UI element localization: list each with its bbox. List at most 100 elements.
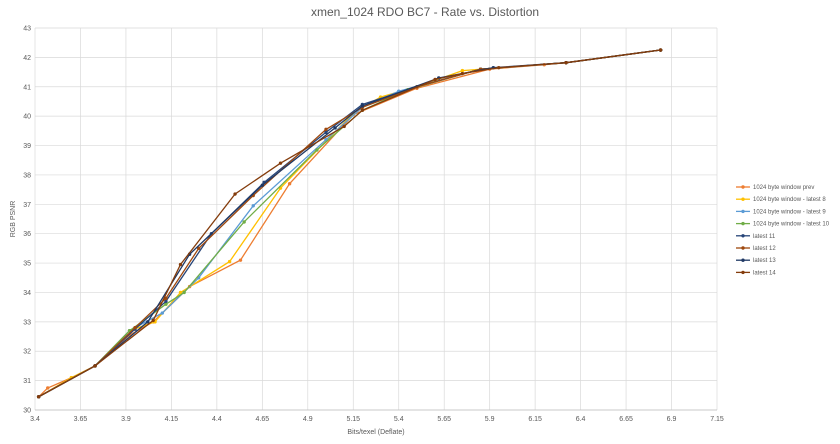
y-tick-label: 31 — [23, 378, 31, 385]
y-tick-label: 43 — [23, 26, 31, 33]
data-point — [93, 364, 97, 368]
chart-title: xmen_1024 RDO BC7 - Rate vs. Distortion — [311, 5, 539, 19]
x-axis-title: Bits/texel (Deflate) — [347, 429, 404, 436]
data-point — [315, 148, 319, 152]
legend-label: 1024 byte window - latest 9 — [753, 209, 826, 215]
series-line — [38, 49, 661, 398]
x-tick-label: 7.15 — [710, 416, 724, 423]
series-7 — [36, 48, 663, 399]
data-point — [233, 192, 237, 196]
legend-label: latest 14 — [753, 270, 776, 276]
legend-marker — [741, 270, 745, 275]
data-point — [227, 259, 232, 264]
series-2 — [36, 48, 663, 399]
legend-item: latest 11 — [736, 234, 776, 240]
x-tick-label: 5.9 — [485, 416, 495, 423]
data-point — [260, 183, 265, 187]
legend-marker — [741, 197, 745, 201]
data-point — [196, 246, 201, 251]
series-layer — [36, 48, 663, 399]
data-point — [278, 161, 283, 165]
y-tick-label: 36 — [23, 231, 31, 238]
data-point — [360, 104, 365, 108]
y-tick-label: 42 — [23, 55, 31, 62]
x-tick-label: 4.65 — [256, 416, 270, 423]
legend-marker — [741, 185, 745, 189]
y-tick-label: 33 — [23, 319, 31, 326]
legend-item: latest 13 — [736, 258, 776, 264]
data-point — [324, 127, 328, 132]
data-point — [164, 299, 168, 303]
data-point — [182, 290, 186, 295]
legend: 1024 byte window prev 1024 byte window - … — [736, 185, 830, 276]
y-tick-label: 41 — [23, 84, 31, 91]
data-point — [360, 108, 365, 112]
legend-marker — [741, 258, 745, 262]
y-tick-label: 32 — [23, 349, 31, 356]
x-tick-label: 5.15 — [346, 416, 360, 423]
legend-label: 1024 byte window - latest 10 — [753, 222, 830, 228]
data-point — [287, 182, 292, 186]
x-tick-label: 3.9 — [121, 416, 131, 423]
data-point — [36, 395, 41, 399]
data-point — [497, 65, 501, 70]
legend-label: latest 12 — [753, 246, 776, 252]
legend-item: 1024 byte window prev — [736, 185, 814, 191]
data-point — [238, 258, 243, 262]
legend-item: 1024 byte window - latest 9 — [736, 209, 826, 215]
legend-marker — [741, 209, 745, 214]
data-point — [251, 204, 255, 208]
data-point — [151, 318, 155, 323]
data-point — [146, 320, 150, 324]
legend-marker — [741, 221, 745, 226]
legend-marker — [741, 246, 745, 250]
legend-item: latest 12 — [736, 246, 776, 252]
data-point — [160, 311, 165, 315]
legend-item: 1024 byte window - latest 10 — [736, 222, 830, 228]
data-point — [564, 60, 568, 65]
series-6 — [36, 48, 663, 399]
x-tick-label: 6.65 — [619, 416, 633, 423]
y-tick-label: 40 — [23, 114, 31, 121]
y-tick-label: 38 — [23, 172, 31, 179]
legend-item: latest 14 — [736, 270, 776, 276]
data-point — [460, 71, 465, 76]
grid — [34, 27, 718, 411]
series-line — [38, 49, 661, 398]
legend-label: 1024 byte window prev — [753, 185, 814, 191]
data-point — [333, 126, 337, 130]
x-tick-label: 4.15 — [165, 416, 179, 423]
series-line — [38, 49, 661, 398]
x-tick-label: 6.15 — [528, 416, 542, 423]
y-axis-ticks: 30 31 32 33 34 35 36 37 38 39 40 41 42 43 — [23, 26, 31, 415]
series-8 — [36, 48, 663, 399]
x-tick-label: 3.65 — [74, 416, 88, 423]
series-1 — [36, 48, 663, 399]
series-line — [38, 49, 661, 398]
series-line — [38, 49, 661, 398]
x-tick-label: 6.9 — [667, 416, 677, 423]
series-line — [38, 49, 661, 398]
legend-marker — [741, 234, 745, 238]
legend-item: 1024 byte window - latest 8 — [736, 197, 826, 203]
series-4 — [36, 48, 663, 399]
x-tick-label: 6.4 — [576, 416, 586, 423]
data-point — [433, 77, 437, 82]
legend-label: 1024 byte window - latest 8 — [753, 197, 826, 203]
data-point — [658, 48, 663, 52]
legend-label: latest 11 — [753, 234, 776, 240]
y-tick-label: 35 — [23, 261, 31, 268]
y-tick-label: 39 — [23, 143, 31, 150]
series-line — [38, 49, 661, 398]
data-point — [342, 124, 346, 129]
y-axis-title: RGB PSNR — [10, 201, 17, 238]
y-tick-label: 37 — [23, 202, 31, 209]
data-point — [178, 262, 183, 267]
y-tick-label: 34 — [23, 290, 31, 297]
data-point — [178, 290, 183, 295]
data-point — [164, 302, 168, 306]
x-tick-label: 4.9 — [303, 416, 313, 423]
x-tick-label: 5.65 — [437, 416, 451, 423]
y-tick-label: 30 — [23, 408, 31, 415]
